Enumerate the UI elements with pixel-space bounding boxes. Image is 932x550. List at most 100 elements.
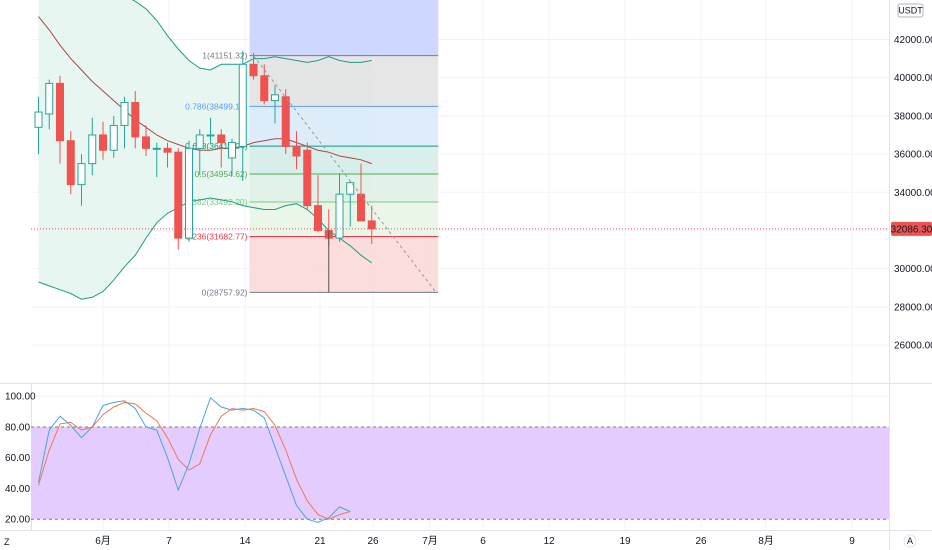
trend-line[interactable] [253,55,437,293]
candle-body [346,182,355,195]
fib-zone [249,201,439,237]
candle [34,96,43,155]
time-tick-label: 26 [695,536,707,547]
price-tick-label: 36000.00 [894,150,932,161]
fib-level-label: 0.5(34954.62) [195,169,248,179]
stoch-tick-label: 40.00 [5,484,30,495]
time-tick-label: 7 [166,536,172,547]
time-axis[interactable]: 6月 7 14 21 26 7月 6 12 19 26 8月 9 [95,535,855,547]
stoch-tick-label: 80.00 [5,422,30,433]
candle-body [281,96,290,147]
candle-body [314,205,322,231]
candle [228,138,236,176]
candle-body [260,75,269,102]
candle-body [66,140,75,186]
time-tick-label: 12 [543,536,555,547]
candle [249,52,258,80]
price-tick-label: 42000.00 [894,35,932,46]
time-tick-label: 9 [849,536,855,547]
fib-level-label: 0.786(38499.14) [185,101,248,111]
candle [66,131,75,195]
fib-zone [249,146,439,175]
zoom-button-label: Z [4,537,10,547]
price-tick-label: 30000.00 [894,264,932,275]
candle [152,142,161,177]
fib-zone [249,236,439,293]
time-tick-label: 26 [367,536,379,547]
fibonacci-retracement[interactable]: 1(41151.32) 0.786(38499.14) 0.618(36417.04… [185,0,439,297]
candle [206,117,215,145]
candle-body [142,136,150,149]
fib-level-label: 1(41151.32) [202,51,247,61]
currency-label: USDT [898,6,923,16]
candle-body [109,124,118,151]
candle [335,173,344,242]
stochastic-d-line [38,401,351,520]
time-tick-label: 7月 [422,535,438,547]
auto-scale-button-label: A [907,536,913,546]
candle-body [99,134,107,151]
bollinger-basis-line [38,16,372,165]
time-tick-label: 19 [619,536,631,547]
stochastic-axis: 100.00 80.00 60.00 40.00 20.00 [5,392,36,526]
price-axis[interactable]: 42000.00 40000.00 38000.00 36000.00 34000.00… [894,35,932,352]
candle [163,142,172,168]
fib-level-label: 0.618(36417.04) [185,141,248,151]
candle [281,89,290,155]
candle-body [174,151,183,239]
candle-body [45,82,54,115]
candle-body [163,147,172,153]
candle [77,154,86,206]
candle-body [238,63,247,147]
candle-body [120,102,129,126]
candle-body [185,147,193,239]
candle [131,91,140,149]
candle-body [367,220,376,230]
fib-zone [249,174,439,202]
candle-body [249,63,258,77]
candle [56,75,64,164]
candle [217,129,226,168]
last-price-label: 32086.30 [891,224,932,235]
candle-body [217,134,226,144]
time-tick-label: 14 [239,536,251,547]
candle-body [34,111,43,128]
candle [142,125,150,156]
fib-zone [249,55,439,107]
time-tick-label: 8月 [758,535,774,547]
bollinger-upper-line [131,0,372,71]
fib-zone [249,106,439,147]
price-tick-label: 38000.00 [894,111,932,122]
last-price-badge: 32086.30 [891,221,932,236]
candle [185,140,193,242]
stoch-tick-label: 20.00 [5,515,30,526]
price-tick-label: 26000.00 [894,341,932,352]
zoom-button[interactable]: Z [4,537,10,547]
candle [367,205,376,244]
fib-level-label: 0(28757.92) [202,287,248,297]
price-tick-label: 40000.00 [894,73,932,84]
candle [260,64,269,105]
candle-body [56,82,64,142]
candle [174,148,183,250]
auto-scale-button[interactable]: A [903,534,917,548]
candlestick-series [34,50,376,250]
candle-body [357,193,365,222]
candle [109,115,118,158]
candle [303,142,312,210]
candle [292,131,301,170]
candle-body [228,142,236,159]
candle-body [152,147,161,150]
candle-body [77,163,86,186]
candle-body [303,149,312,207]
fib-level-label: 0.236(31682.77) [185,232,248,242]
time-tick-label: 6月 [95,535,111,547]
candle [45,79,54,130]
candle [346,180,355,227]
candle-body [292,145,301,157]
currency-badge[interactable]: USDT [897,3,924,18]
candle [88,117,97,176]
candle-body [195,134,204,149]
candle [314,175,322,233]
